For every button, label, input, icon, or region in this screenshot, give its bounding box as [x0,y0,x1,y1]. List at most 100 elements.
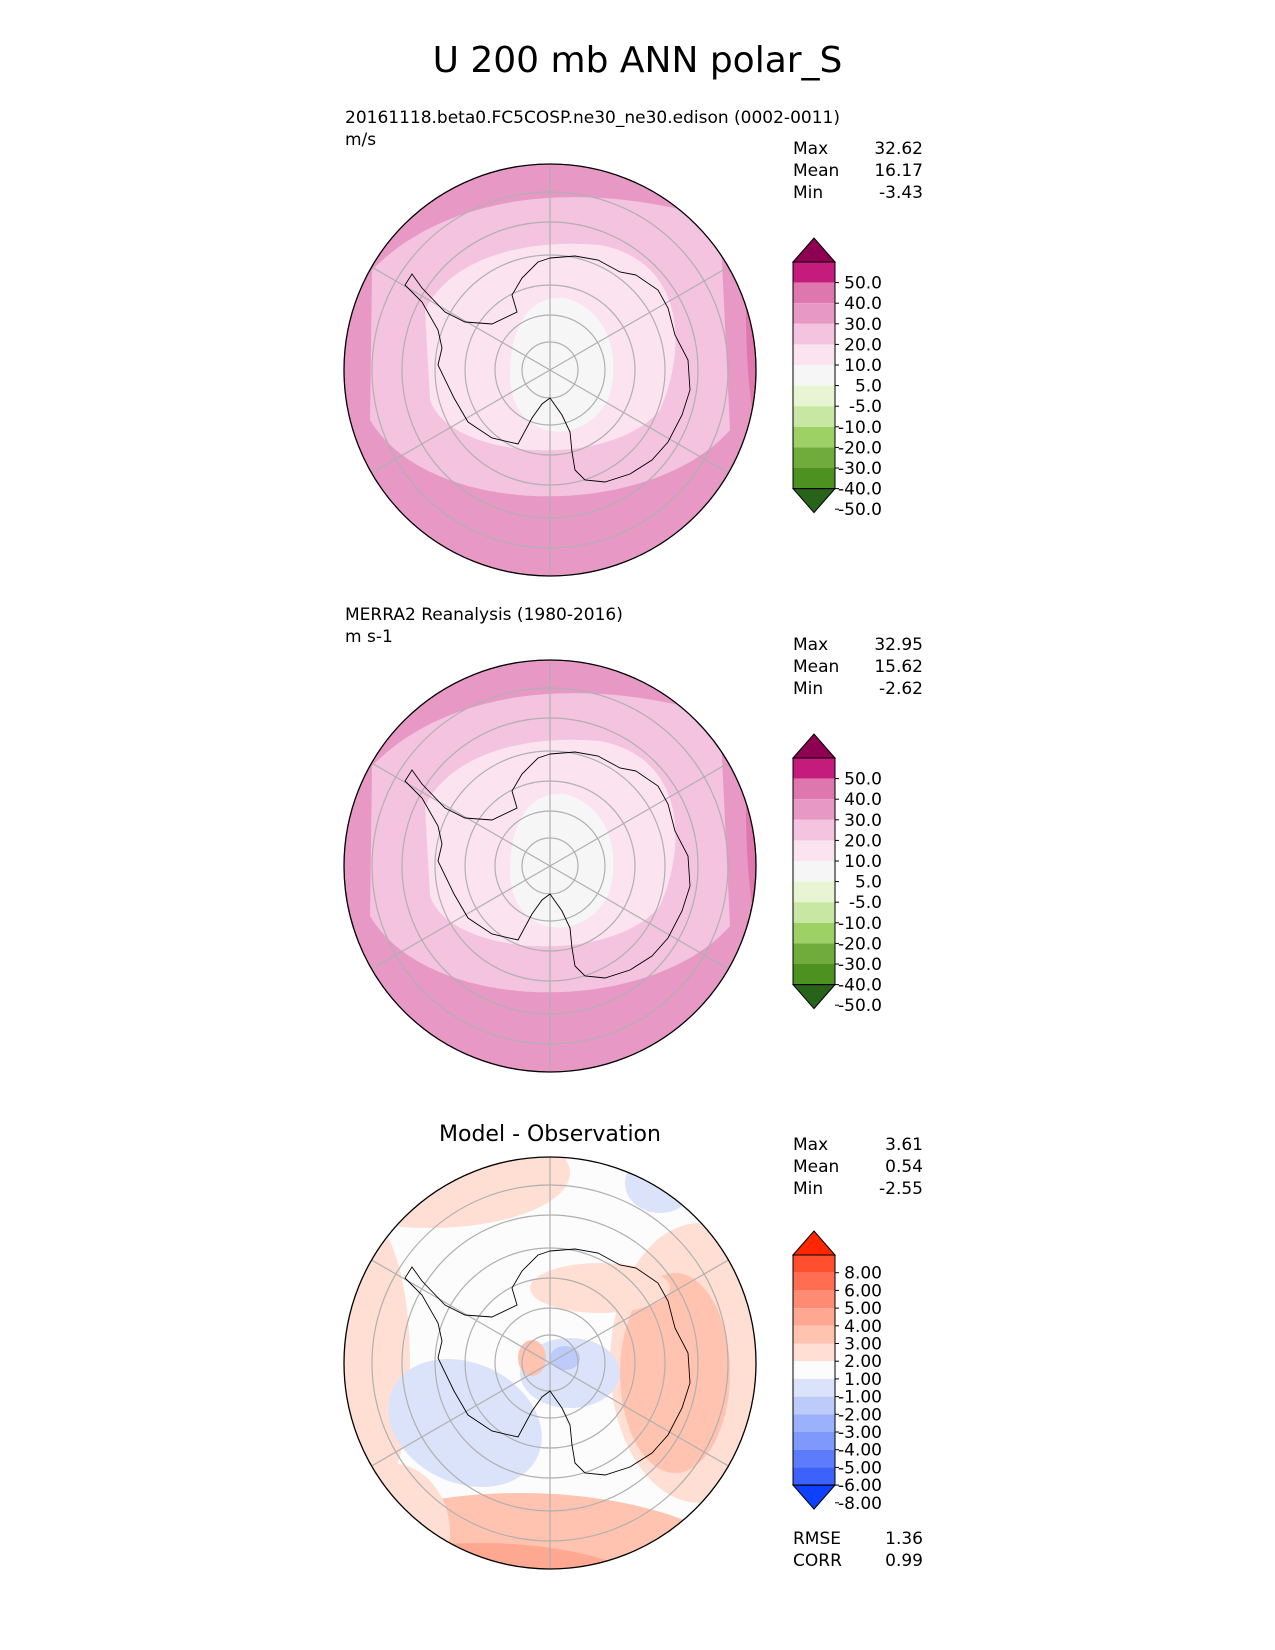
panel-2-stats: Max 32.95 Mean 15.62 Min -2.62 [793,634,923,700]
metric-label: RMSE [793,1529,842,1549]
colorbar-tick-label: 40.0 [844,294,882,314]
colorbar-tick-label: 10.0 [844,852,882,872]
colorbar-segment [793,819,835,841]
stat-value: 0.54 [885,1157,923,1177]
colorbar-segment [793,1467,835,1486]
colorbar-segment [793,426,835,448]
meridian-line [549,266,729,371]
colorbar-tick-label: 30.0 [844,315,882,335]
stat-value: 32.95 [874,635,923,655]
field-region-outer-top-left [344,1157,570,1228]
colorbar-segment [793,840,835,861]
stat-label: Mean [793,161,840,181]
colorbar-2: 50.040.030.020.010.05.0-5.0-10.0-20.0-30… [791,733,882,1016]
panel-1-units: m/s [345,130,377,150]
colorbar-segment [793,1414,835,1432]
colorbar-tick-label: -3.00 [838,1423,882,1443]
metric-value: 0.99 [885,1551,923,1571]
meridian-line [371,762,551,867]
field-band--5to5 [510,297,614,432]
colorbar-segment [793,1396,835,1415]
colorbar-segment [793,1255,835,1273]
colorbar-extend-min [791,1484,837,1510]
colorbar-tick-label: -50.0 [838,996,882,1016]
colorbar-segment [793,1308,835,1326]
colorbar-segment [793,1290,835,1309]
stat-label: Min [793,1179,824,1199]
colorbar-tick-label: 40.0 [844,790,882,810]
field-region-ross-sector [388,1358,542,1488]
colorbar-segment [793,468,835,489]
map-boundary [343,163,757,577]
colorbar-tick-label: -4.00 [838,1441,882,1461]
panel-1-stats: Max 32.62 Mean 16.17 Min -3.43 [793,138,923,204]
field-region-upper-arc [530,1263,670,1313]
colorbar-tick-label: 1.00 [844,1370,882,1390]
stat-label: Min [793,679,824,699]
colorbar-tick-label: 50.0 [844,770,882,790]
colorbar-tick-label: 30.0 [844,811,882,831]
meridian-line [371,1259,551,1364]
panel-2-units: m s-1 [345,627,393,647]
colorbar-tick-label: -8.00 [838,1494,882,1514]
field-region-outer-lower-left [344,1543,690,1569]
colorbar-tick-label: -40.0 [838,976,882,996]
colorbar-segment [793,922,835,944]
colorbar-segment [793,1272,835,1291]
colorbar-tick-label: 20.0 [844,335,882,355]
meridian-line [549,1259,729,1364]
colorbar-segment [793,881,835,903]
colorbar-tick-label: 6.00 [844,1281,882,1301]
colorbar-segment [793,1361,835,1379]
field-band-30to40 [746,164,756,460]
colorbar-tick-label: 8.00 [844,1264,882,1284]
panel-3-title: Model - Observation [439,1122,661,1147]
colorbar-tick-label: -20.0 [838,438,882,458]
colorbar-tick-label: 50.0 [844,274,882,294]
colorbar-segment [793,1343,835,1362]
colorbar-1: 50.040.030.020.010.05.0-5.0-10.0-20.0-30… [791,237,882,520]
colorbar-segment [793,778,835,800]
colorbar-segment [793,385,835,407]
polar-map-1 [343,163,757,577]
colorbar-tick-label: -30.0 [838,955,882,975]
meridian-line [371,369,551,474]
colorbar-extend-max [791,1230,837,1256]
colorbar-tick-label: 20.0 [844,831,882,851]
field-band--5to5 [510,793,614,928]
stat-value: 3.61 [885,1135,923,1155]
meridian-line [371,266,551,371]
stat-value: -3.43 [879,183,923,203]
antarctica-coastline [404,1248,691,1476]
colorbar-tick-label: -50.0 [838,500,882,520]
colorbar-tick-label: -5.0 [849,893,882,913]
colorbar-frame [792,261,836,490]
stat-value: -2.55 [879,1179,923,1199]
colorbar-segment [793,861,835,882]
field-region-ring-south [344,1493,756,1569]
meridian-line [549,865,729,970]
colorbar-segment [793,1449,835,1468]
colorbar-tick-label: -2.00 [838,1405,882,1425]
polar-map-2 [343,659,757,1073]
map-boundary [343,659,757,1073]
antarctica-coastline [404,255,691,483]
colorbar-3: 8.006.005.004.003.002.001.00-1.00-2.00-3… [791,1230,882,1514]
colorbar-extend-min [791,984,837,1010]
colorbar-tick-label: -40.0 [838,480,882,500]
colorbar-tick-label: -6.00 [838,1476,882,1496]
stat-value: 32.62 [874,139,923,159]
stat-label: Mean [793,657,840,677]
colorbar-extend-max [791,237,837,263]
colorbar-segment [793,1325,835,1344]
colorbar-extend-max [791,733,837,759]
colorbar-segment [793,282,835,304]
stat-label: Mean [793,1157,840,1177]
colorbar-extend-min [791,488,837,514]
colorbar-segment [793,758,835,779]
meridian-line [371,1362,551,1467]
field-region-left-edge [344,1223,410,1503]
colorbar-tick-label: 4.00 [844,1317,882,1337]
colorbar-tick-label: -5.0 [849,397,882,417]
